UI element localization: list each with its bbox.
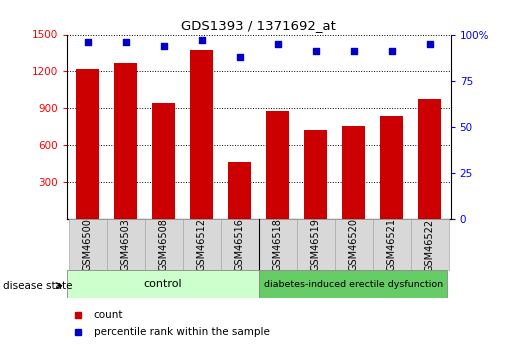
Bar	[297, 219, 335, 271]
Bar	[259, 219, 297, 271]
Bar	[67, 270, 259, 298]
Bar	[69, 219, 107, 271]
Bar	[373, 219, 411, 271]
Bar	[191, 50, 213, 219]
Bar	[183, 219, 221, 271]
Point	[160, 43, 168, 48]
Text: disease state: disease state	[3, 281, 72, 290]
Text: GSM46520: GSM46520	[349, 218, 359, 272]
Point	[236, 54, 244, 59]
Text: control: control	[144, 279, 182, 289]
Bar	[304, 130, 327, 219]
Bar	[381, 116, 403, 219]
Point	[350, 48, 358, 54]
Point	[84, 39, 92, 45]
Text: GSM46521: GSM46521	[387, 218, 397, 272]
Bar	[342, 126, 365, 219]
Text: GSM46519: GSM46519	[311, 218, 321, 272]
Point	[388, 48, 396, 54]
Point	[198, 37, 206, 43]
Text: diabetes-induced erectile dysfunction: diabetes-induced erectile dysfunction	[264, 280, 443, 289]
Point	[122, 39, 130, 45]
Text: GSM46503: GSM46503	[121, 218, 131, 272]
Bar	[114, 63, 137, 219]
Text: GSM46512: GSM46512	[197, 218, 207, 272]
Bar	[152, 104, 175, 219]
Point	[425, 41, 434, 47]
Bar	[145, 219, 183, 271]
Point	[312, 48, 320, 54]
Bar	[335, 219, 373, 271]
Bar	[76, 69, 99, 219]
Text: GSM46518: GSM46518	[273, 218, 283, 272]
Text: GSM46500: GSM46500	[83, 218, 93, 272]
Bar	[228, 162, 251, 219]
Point	[273, 41, 282, 47]
Bar	[107, 219, 145, 271]
Title: GDS1393 / 1371692_at: GDS1393 / 1371692_at	[181, 19, 336, 32]
Bar	[259, 270, 447, 298]
Bar	[411, 219, 449, 271]
Text: percentile rank within the sample: percentile rank within the sample	[94, 327, 270, 337]
Bar	[266, 111, 289, 219]
Text: GSM46508: GSM46508	[159, 218, 169, 272]
Bar	[221, 219, 259, 271]
Text: count: count	[94, 310, 123, 320]
Bar	[418, 99, 441, 219]
Text: GSM46516: GSM46516	[235, 218, 245, 272]
Text: GSM46522: GSM46522	[425, 218, 435, 272]
